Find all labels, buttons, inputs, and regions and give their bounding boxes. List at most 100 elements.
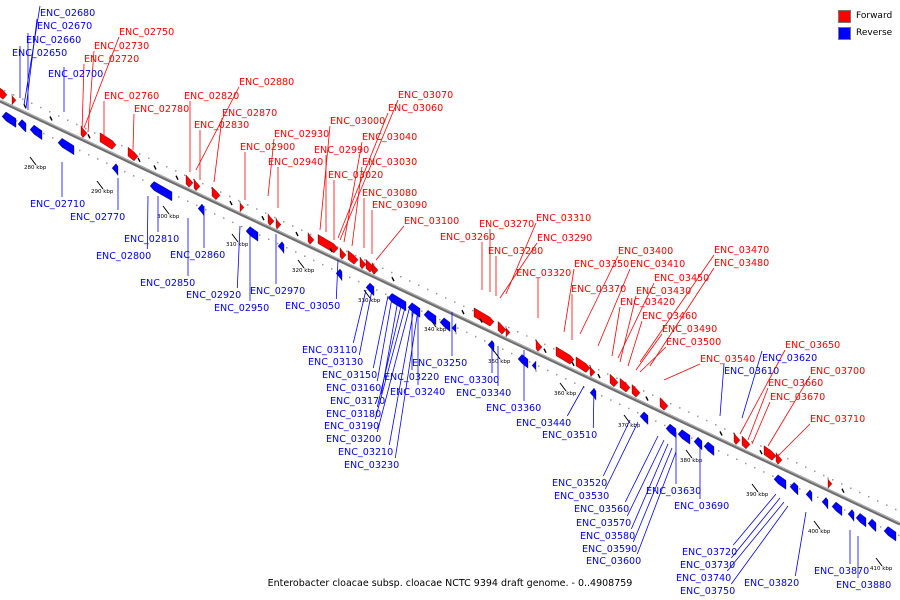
reverse-leader-line [376, 305, 411, 433]
forward-gene-label: ENC_02940 [268, 157, 323, 168]
reverse-gene-label: ENC_03610 [724, 366, 779, 377]
reverse-swatch [838, 26, 851, 40]
scale-tick [162, 205, 170, 215]
track-dot [124, 170, 126, 173]
track-dot [526, 335, 528, 337]
track-dot [313, 259, 315, 262]
forward-leader-line [213, 117, 223, 183]
track-dot [859, 491, 861, 494]
forward-gene-block [193, 178, 201, 192]
forward-leader-line [635, 333, 663, 371]
track-dot [805, 466, 807, 468]
track-dot [373, 263, 375, 265]
legend: Forward Reverse [838, 8, 898, 42]
track-dot [877, 500, 879, 502]
forward-gene-label: ENC_03670 [770, 392, 825, 403]
track-dot [220, 191, 222, 193]
scale-tick [231, 233, 239, 243]
track-dot [634, 385, 636, 388]
scale-label: 320 kbp [292, 268, 315, 274]
forward-gene-block [307, 232, 315, 245]
reverse-gene-label: ENC_03600 [586, 556, 641, 567]
forward-gene-label: ENC_03660 [768, 378, 823, 389]
reverse-gene-label: ENC_03730 [680, 560, 735, 571]
forward-leader-line [343, 141, 363, 243]
track-dot [214, 213, 216, 215]
forward-gene-label: ENC_02870 [222, 108, 277, 119]
track-dot [787, 457, 789, 460]
track-dot [211, 187, 213, 189]
forward-gene-label: ENC_02990 [314, 145, 369, 156]
track-dot [178, 196, 180, 198]
reverse-gene-label: ENC_03240 [390, 387, 445, 398]
forward-leader-line [739, 349, 786, 435]
feature-marker [597, 373, 601, 379]
track-dot [589, 364, 591, 367]
feature-marker [153, 165, 157, 170]
reverse-leader-line [372, 295, 389, 369]
reverse-leader-line [566, 385, 585, 417]
track-dot [76, 123, 78, 126]
reverse-gene-label: ENC_03360 [486, 403, 541, 414]
track-dot [421, 310, 423, 312]
reverse-gene-label: ENC_03110 [302, 345, 357, 356]
reverse-gene-label: ENC_02660 [26, 35, 81, 46]
feature-marker [479, 318, 483, 323]
reverse-gene-label: ENC_02810 [124, 234, 179, 245]
track-dot [16, 120, 18, 122]
reverse-gene-label: ENC_03560 [574, 504, 629, 515]
reverse-gene-label: ENC_03870 [814, 566, 869, 577]
track-dot [796, 462, 798, 464]
forward-leader-line [319, 125, 331, 231]
forward-gene-block [827, 477, 833, 489]
track-dot [475, 335, 477, 338]
track-dot [439, 318, 441, 321]
forward-gene-block [775, 452, 783, 465]
track-dot [175, 170, 177, 172]
forward-gene-label: ENC_03490 [662, 324, 717, 335]
reverse-gene-label: ENC_02920 [186, 290, 241, 301]
reverse-gene-label: ENC_03630 [646, 486, 701, 497]
track-dot [355, 254, 357, 257]
track-dot [166, 166, 168, 168]
track-dot [157, 161, 159, 164]
forward-leader-line [132, 113, 135, 151]
reverse-leader-line [376, 301, 403, 408]
track-dot [601, 395, 603, 397]
track-dot [868, 495, 870, 498]
track-dot [727, 454, 729, 456]
track-dot [547, 369, 549, 372]
reverse-leader-line [335, 259, 339, 300]
track-dot [310, 233, 312, 236]
forward-gene-block [0, 87, 8, 100]
reverse-leader-line [592, 387, 595, 429]
forward-leader-line [267, 138, 275, 197]
reverse-gene-block [29, 124, 43, 141]
forward-gene-block [359, 256, 367, 270]
forward-gene-block [609, 373, 619, 388]
forward-gene-label: ENC_03350 [574, 259, 629, 270]
track-dot [238, 199, 240, 202]
scale-label: 400 kbp [808, 529, 831, 535]
track-dot [193, 178, 195, 181]
reverse-gene-block [17, 119, 27, 133]
scale-label: 370 kbp [618, 423, 641, 429]
reverse-gene-label: ENC_03620 [762, 353, 817, 364]
reverse-gene-label: ENC_02850 [140, 278, 195, 289]
track-dot [745, 462, 747, 465]
reverse-gene-block [789, 482, 799, 496]
feature-marker [229, 200, 233, 206]
reverse-gene-block [487, 340, 495, 353]
track-dot [196, 204, 198, 207]
track-dot [349, 276, 351, 279]
forward-gene-label: ENC_03370 [571, 284, 626, 295]
track-dot [283, 221, 285, 223]
reverse-gene-label: ENC_03220 [384, 372, 439, 383]
feature-marker [175, 175, 179, 181]
reverse-gene-block [665, 423, 677, 439]
reverse-gene-label: ENC_02860 [170, 250, 225, 261]
forward-leader-line [639, 346, 667, 373]
forward-gene-label: ENC_03710 [810, 414, 865, 425]
reverse-gene-label: ENC_03200 [326, 434, 381, 445]
track-dot [625, 381, 627, 384]
